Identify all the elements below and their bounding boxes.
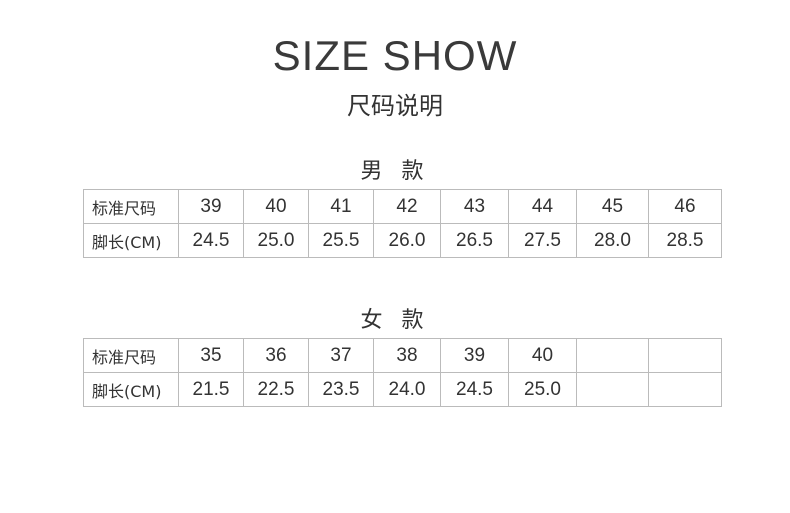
- table-row: 脚长(CM) 24.5 25.0 25.5 26.0 26.5 27.5 28.0 28.5: [83, 223, 722, 258]
- table-row: 标准尺码 39 40 41 42 43 44 45 46: [83, 189, 722, 224]
- length-cell: 26.5: [440, 223, 509, 258]
- length-cell: 24.5: [440, 372, 509, 407]
- size-cell: 38: [373, 338, 441, 373]
- size-cell: 40: [508, 338, 577, 373]
- length-cell: [576, 372, 649, 407]
- size-cell: [648, 338, 722, 373]
- women-size-table: 标准尺码 35 36 37 38 39 40 脚长(CM) 21.5 22.5 23.5 24.…: [83, 338, 722, 407]
- size-cell: 39: [440, 338, 509, 373]
- size-cell: 45: [576, 189, 649, 224]
- length-cell: 28.5: [648, 223, 722, 258]
- length-cell: 21.5: [178, 372, 244, 407]
- length-cell: 28.0: [576, 223, 649, 258]
- length-cell: 25.0: [508, 372, 577, 407]
- page-subtitle: 尺码说明: [347, 92, 443, 120]
- length-cell: 27.5: [508, 223, 577, 258]
- size-cell: 36: [243, 338, 309, 373]
- length-cell: 22.5: [243, 372, 309, 407]
- length-cell: 24.5: [178, 223, 244, 258]
- row-label: 脚长(CM): [83, 223, 179, 258]
- length-cell: 23.5: [308, 372, 374, 407]
- length-cell: 25.5: [308, 223, 374, 258]
- page-title: SIZE SHOW: [272, 32, 518, 79]
- row-label: 标准尺码: [83, 338, 179, 373]
- row-label: 脚长(CM): [83, 372, 179, 407]
- size-cell: 41: [308, 189, 374, 224]
- length-cell: [648, 372, 722, 407]
- row-label: 标准尺码: [83, 189, 179, 224]
- size-cell: 37: [308, 338, 374, 373]
- men-heading: 男 款: [360, 159, 430, 184]
- table-row: 脚长(CM) 21.5 22.5 23.5 24.0 24.5 25.0: [83, 372, 722, 407]
- length-cell: 24.0: [373, 372, 441, 407]
- men-size-table: 标准尺码 39 40 41 42 43 44 45 46 脚长(CM) 24.5 25.0 25.…: [83, 189, 722, 258]
- size-cell: 39: [178, 189, 244, 224]
- size-cell: 42: [373, 189, 441, 224]
- length-cell: 26.0: [373, 223, 441, 258]
- size-cell: 46: [648, 189, 722, 224]
- size-cell: 35: [178, 338, 244, 373]
- table-row: 标准尺码 35 36 37 38 39 40: [83, 338, 722, 373]
- size-cell: 40: [243, 189, 309, 224]
- size-cell: 43: [440, 189, 509, 224]
- size-cell: [576, 338, 649, 373]
- women-heading: 女 款: [360, 308, 430, 333]
- size-cell: 44: [508, 189, 577, 224]
- length-cell: 25.0: [243, 223, 309, 258]
